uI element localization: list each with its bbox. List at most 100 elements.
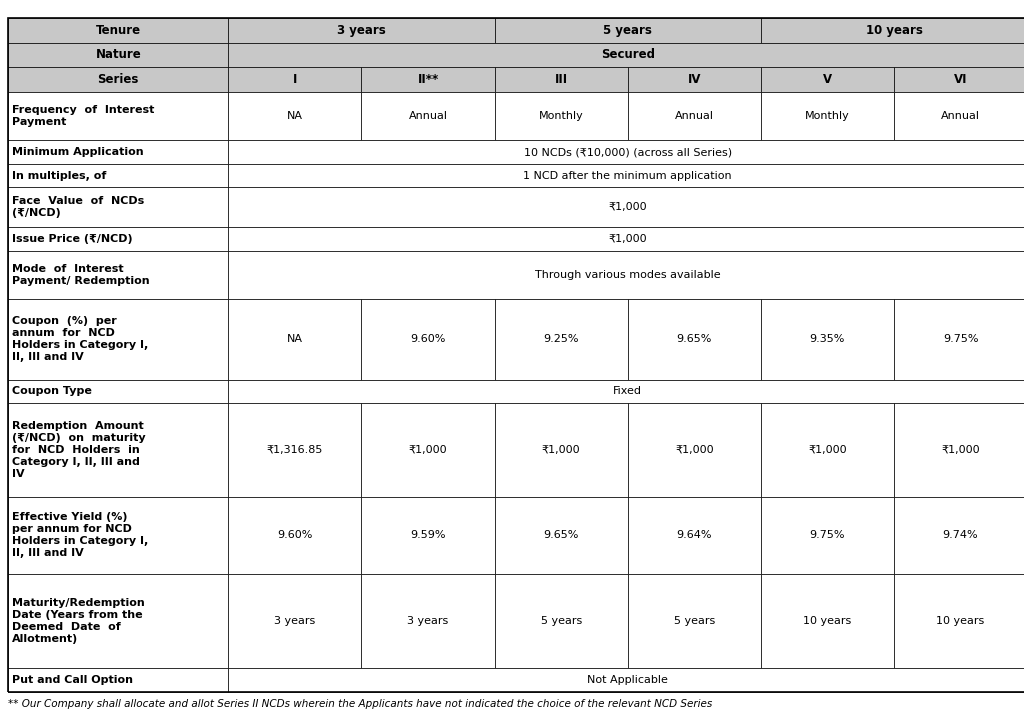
Bar bbox=[761, 92, 894, 140]
Text: II**: II** bbox=[418, 73, 438, 86]
Bar bbox=[8, 140, 228, 164]
Text: Coupon  (%)  per
annum  for  NCD
Holders in Category I,
II, III and IV: Coupon (%) per annum for NCD Holders in … bbox=[12, 316, 148, 362]
Text: ₹1,000: ₹1,000 bbox=[409, 445, 447, 455]
Bar bbox=[8, 187, 228, 227]
Bar bbox=[628, 496, 761, 574]
Text: 5 years: 5 years bbox=[674, 616, 715, 626]
Bar bbox=[228, 164, 1024, 187]
Bar bbox=[8, 92, 228, 140]
Text: 9.65%: 9.65% bbox=[677, 334, 712, 344]
Bar bbox=[628, 299, 761, 380]
Text: ₹1,316.85: ₹1,316.85 bbox=[266, 445, 324, 455]
Text: 10 years: 10 years bbox=[803, 616, 852, 626]
Bar bbox=[228, 43, 1024, 67]
Text: 1 NCD after the minimum application: 1 NCD after the minimum application bbox=[523, 171, 732, 181]
Text: NA: NA bbox=[287, 334, 303, 344]
Text: Through various modes available: Through various modes available bbox=[535, 270, 721, 280]
Text: Series: Series bbox=[97, 73, 139, 86]
Bar bbox=[361, 92, 495, 140]
Bar bbox=[228, 140, 1024, 164]
Text: 9.59%: 9.59% bbox=[411, 531, 445, 540]
Bar bbox=[628, 403, 761, 496]
Text: 3 years: 3 years bbox=[337, 24, 386, 36]
Text: NA: NA bbox=[287, 111, 303, 121]
Bar bbox=[8, 380, 228, 403]
Text: Frequency  of  Interest
Payment: Frequency of Interest Payment bbox=[12, 105, 155, 127]
Bar bbox=[361, 574, 495, 668]
Bar bbox=[8, 574, 228, 668]
Bar bbox=[228, 251, 1024, 299]
Text: Coupon Type: Coupon Type bbox=[12, 386, 92, 396]
Bar bbox=[761, 574, 894, 668]
Bar bbox=[361, 403, 495, 496]
Bar bbox=[361, 67, 495, 92]
Bar bbox=[761, 18, 1024, 43]
Text: ₹1,000: ₹1,000 bbox=[675, 445, 714, 455]
Text: Monthly: Monthly bbox=[805, 111, 850, 121]
Bar bbox=[8, 299, 228, 380]
Text: Tenure: Tenure bbox=[95, 24, 141, 36]
Text: 5 years: 5 years bbox=[603, 24, 652, 36]
Bar bbox=[495, 92, 628, 140]
Bar bbox=[495, 67, 628, 92]
Bar bbox=[761, 496, 894, 574]
Text: Not Applicable: Not Applicable bbox=[588, 675, 668, 685]
Text: 3 years: 3 years bbox=[408, 616, 449, 626]
Bar bbox=[228, 67, 361, 92]
Bar bbox=[894, 496, 1024, 574]
Text: Face  Value  of  NCDs
(₹/NCD): Face Value of NCDs (₹/NCD) bbox=[12, 196, 144, 218]
Bar bbox=[8, 668, 228, 692]
Text: 10 years: 10 years bbox=[865, 24, 923, 36]
Text: ₹1,000: ₹1,000 bbox=[608, 234, 647, 244]
Bar bbox=[761, 67, 894, 92]
Text: 9.75%: 9.75% bbox=[810, 531, 845, 540]
Bar bbox=[228, 18, 495, 43]
Text: Effective Yield (%)
per annum for NCD
Holders in Category I,
II, III and IV: Effective Yield (%) per annum for NCD Ho… bbox=[12, 512, 148, 558]
Bar bbox=[228, 380, 1024, 403]
Bar bbox=[628, 574, 761, 668]
Bar bbox=[8, 67, 228, 92]
Bar bbox=[894, 92, 1024, 140]
Text: ₹1,000: ₹1,000 bbox=[542, 445, 581, 455]
Text: Minimum Application: Minimum Application bbox=[12, 147, 144, 157]
Text: I: I bbox=[293, 73, 297, 86]
Text: 9.35%: 9.35% bbox=[810, 334, 845, 344]
Bar bbox=[628, 92, 761, 140]
Text: 5 years: 5 years bbox=[541, 616, 582, 626]
Bar bbox=[228, 574, 361, 668]
Bar bbox=[228, 668, 1024, 692]
Text: V: V bbox=[823, 73, 831, 86]
Text: IV: IV bbox=[687, 73, 701, 86]
Text: Maturity/Redemption
Date (Years from the
Deemed  Date  of
Allotment): Maturity/Redemption Date (Years from the… bbox=[12, 598, 145, 644]
Text: Fixed: Fixed bbox=[613, 386, 642, 396]
Bar bbox=[495, 574, 628, 668]
Text: 9.25%: 9.25% bbox=[544, 334, 579, 344]
Text: III: III bbox=[555, 73, 567, 86]
Bar bbox=[894, 403, 1024, 496]
Text: Nature: Nature bbox=[95, 49, 141, 61]
Bar bbox=[8, 227, 228, 251]
Bar bbox=[761, 403, 894, 496]
Bar bbox=[495, 299, 628, 380]
Bar bbox=[628, 67, 761, 92]
Text: ₹1,000: ₹1,000 bbox=[941, 445, 980, 455]
Text: Annual: Annual bbox=[675, 111, 714, 121]
Bar bbox=[228, 403, 361, 496]
Text: 9.60%: 9.60% bbox=[411, 334, 445, 344]
Bar bbox=[228, 496, 361, 574]
Text: 3 years: 3 years bbox=[274, 616, 315, 626]
Bar bbox=[361, 299, 495, 380]
Text: Issue Price (₹/NCD): Issue Price (₹/NCD) bbox=[12, 234, 133, 244]
Bar bbox=[8, 164, 228, 187]
Bar bbox=[495, 496, 628, 574]
Text: 9.74%: 9.74% bbox=[943, 531, 978, 540]
Text: Mode  of  Interest
Payment/ Redemption: Mode of Interest Payment/ Redemption bbox=[12, 264, 150, 286]
Text: Put and Call Option: Put and Call Option bbox=[12, 675, 133, 685]
Bar bbox=[228, 227, 1024, 251]
Bar bbox=[8, 43, 228, 67]
Bar bbox=[495, 18, 761, 43]
Bar bbox=[894, 299, 1024, 380]
Bar bbox=[8, 403, 228, 496]
Text: ** Our Company shall allocate and allot Series II NCDs wherein the Applicants ha: ** Our Company shall allocate and allot … bbox=[8, 699, 713, 709]
Text: VI: VI bbox=[953, 73, 968, 86]
